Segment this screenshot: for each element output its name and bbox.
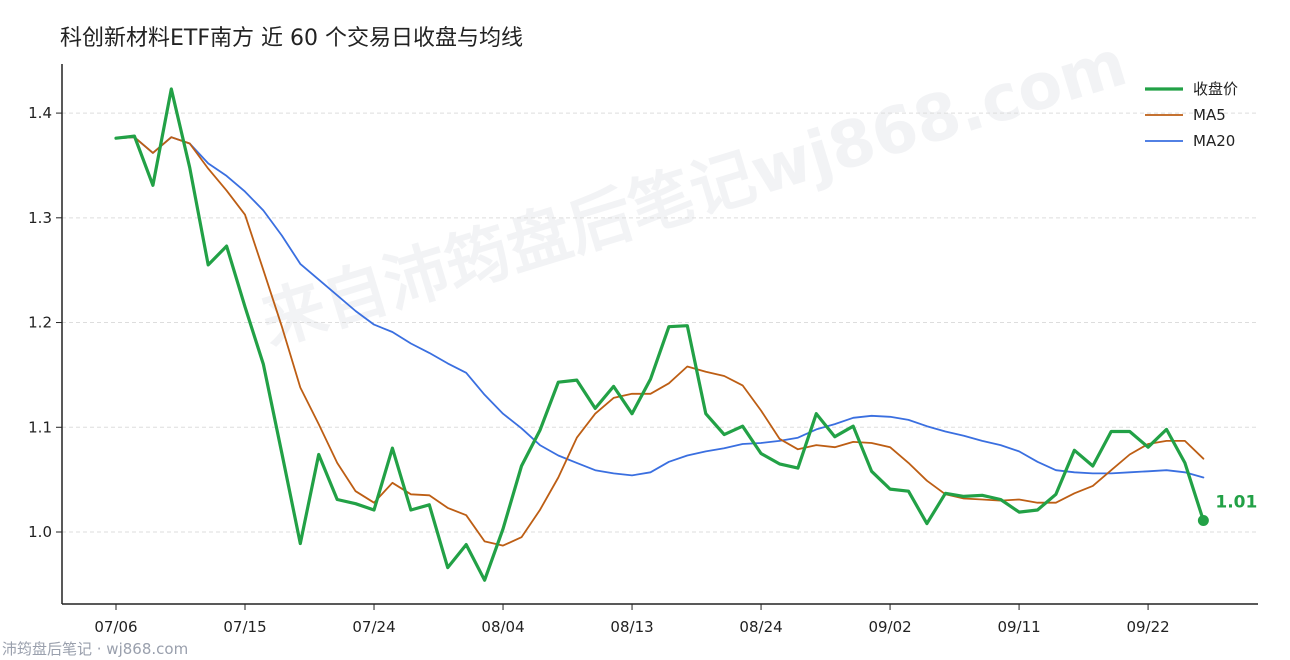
legend-label: MA20	[1193, 132, 1235, 150]
x-tick-label: 07/15	[223, 618, 266, 636]
chart-title: 科创新材料ETF南方 近 60 个交易日收盘与均线	[60, 26, 523, 51]
y-axis-ticks: 1.0 1.1 1.2 1.3 1.4	[28, 104, 62, 541]
x-tick-label: 07/24	[352, 618, 395, 636]
watermark: 来自沛筠盘后笔记wj868.com	[253, 27, 1135, 361]
last-close-point	[1197, 514, 1209, 526]
end-marker: 1.01	[1197, 492, 1257, 526]
axes	[61, 64, 1258, 605]
legend: 收盘价 MA5 MA20	[1145, 80, 1238, 150]
legend-label: MA5	[1193, 106, 1226, 124]
y-tick-label: 1.3	[28, 209, 52, 227]
series-line-close	[114, 87, 1205, 582]
y-tick-label: 1.2	[28, 314, 52, 332]
x-tick-label: 07/06	[94, 618, 137, 636]
x-tick-label: 09/02	[868, 618, 911, 636]
x-axis-ticks: 07/06 07/15 07/24 08/04 08/13 08/24 09/02 09/11…	[94, 604, 1170, 636]
x-tick-label: 08/24	[739, 618, 782, 636]
y-tick-label: 1.0	[28, 523, 52, 541]
footer-credit: 沛筠盘后笔记 · wj868.com	[2, 640, 189, 658]
gridlines	[62, 112, 1258, 533]
y-tick-label: 1.4	[28, 104, 52, 122]
x-tick-label: 08/13	[610, 618, 653, 636]
y-tick-label: 1.1	[28, 418, 52, 436]
x-tick-label: 08/04	[481, 618, 524, 636]
series-line-ma20	[115, 136, 1205, 479]
series-line-ma5	[115, 136, 1205, 547]
x-tick-label: 09/11	[997, 618, 1040, 636]
x-tick-label: 09/22	[1126, 618, 1169, 636]
last-close-label: 1.01	[1215, 492, 1257, 512]
series-lines	[114, 87, 1205, 582]
legend-label: 收盘价	[1193, 80, 1238, 98]
